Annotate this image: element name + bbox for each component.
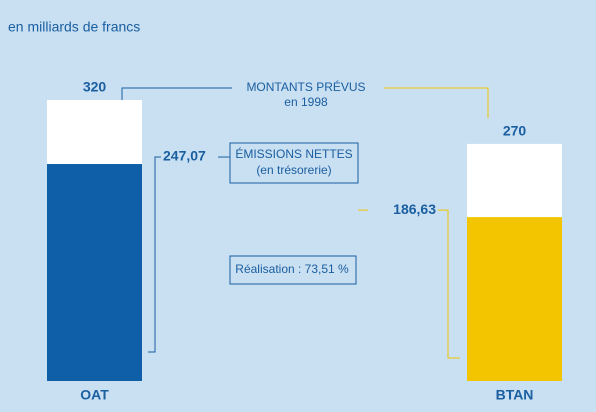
legend-note: en 1998 <box>284 95 328 109</box>
chart-subtitle: en milliards de francs <box>8 19 140 35</box>
x-tick-label: OAT <box>80 387 109 403</box>
bar-issued <box>467 217 562 381</box>
connector <box>121 87 232 100</box>
value-label: 247,07 <box>163 148 206 164</box>
connector <box>384 87 489 118</box>
legend-label: ÉMISSIONS NETTES <box>235 146 352 161</box>
legend-label: MONTANTS PRÉVUS <box>246 79 365 94</box>
x-tick-label: BTAN <box>496 387 534 403</box>
connector <box>438 209 460 359</box>
value-label: 320 <box>83 79 107 95</box>
bar-issued <box>47 164 142 381</box>
legend-box <box>229 142 359 184</box>
legend-note: (en trésorerie) <box>256 163 331 177</box>
annotation-box <box>229 255 357 285</box>
connector <box>148 156 161 353</box>
annotation: Réalisation : 73,51 % <box>235 262 349 276</box>
value-label: 270 <box>503 123 527 139</box>
value-label: 186,63 <box>393 201 436 217</box>
